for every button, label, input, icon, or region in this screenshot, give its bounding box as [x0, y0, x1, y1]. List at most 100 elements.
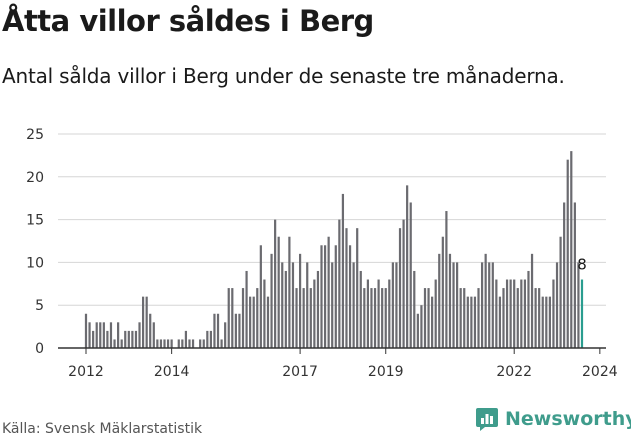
bar — [249, 296, 252, 348]
brand-logo: Newsworthy — [475, 406, 631, 432]
bar — [573, 202, 576, 348]
bar — [259, 245, 262, 348]
bar — [152, 322, 155, 348]
bar — [448, 253, 452, 348]
bar — [109, 322, 113, 348]
bar — [356, 228, 359, 348]
x-tick-label: 2017 — [282, 364, 318, 380]
bar — [534, 288, 537, 348]
bar — [341, 193, 345, 348]
bar — [488, 262, 491, 348]
bar — [480, 262, 484, 348]
bar — [288, 236, 291, 348]
x-tick-label: 2019 — [368, 364, 404, 380]
bar — [199, 339, 202, 348]
bar — [234, 313, 237, 348]
bar — [327, 236, 330, 348]
bar — [117, 322, 120, 348]
bar — [277, 236, 280, 348]
bar — [438, 253, 441, 348]
bar — [548, 296, 551, 348]
bar — [92, 330, 95, 348]
bar — [241, 288, 245, 348]
bar — [323, 245, 327, 348]
bar — [141, 296, 145, 348]
bar — [88, 322, 91, 348]
y-axis-labels: 0 5 10 15 20 25 — [26, 127, 44, 357]
bar — [124, 330, 127, 348]
bar — [106, 330, 109, 348]
bar — [498, 296, 502, 348]
bar — [166, 339, 170, 348]
bar — [274, 219, 277, 348]
bar — [388, 279, 391, 348]
bar — [216, 313, 220, 348]
bar — [452, 262, 455, 348]
bar — [545, 296, 548, 348]
chart-subtitle: Antal sålda villor i Berg under de senas… — [2, 64, 565, 88]
bar — [456, 262, 459, 348]
y-tick-label: 10 — [26, 255, 44, 271]
bar — [245, 270, 248, 348]
bar — [120, 339, 123, 348]
bar — [102, 322, 105, 348]
bar — [416, 313, 419, 348]
bar — [427, 288, 430, 348]
bar — [459, 288, 462, 348]
bar — [295, 288, 298, 348]
bar — [552, 279, 555, 348]
x-tick-label: 2022 — [496, 364, 532, 380]
bar — [391, 262, 394, 348]
bar — [231, 288, 234, 348]
bar — [466, 296, 469, 348]
bar — [570, 151, 573, 348]
bar — [502, 288, 505, 348]
bar — [291, 262, 295, 348]
bar — [370, 288, 373, 348]
bar — [538, 288, 541, 348]
bar — [334, 245, 337, 348]
bar — [345, 228, 348, 348]
bar — [159, 339, 163, 348]
bar — [84, 313, 88, 348]
bar — [145, 296, 148, 348]
newsworthy-logo-icon — [476, 408, 498, 431]
x-tick-label: 2014 — [154, 364, 190, 380]
bar — [202, 339, 205, 348]
bar — [316, 270, 320, 348]
bar — [270, 253, 273, 348]
x-tick-label: 2012 — [68, 364, 104, 380]
bar — [473, 296, 477, 348]
y-tick-label: 0 — [35, 341, 44, 357]
bar — [191, 339, 195, 348]
bar — [352, 262, 355, 348]
bar — [206, 330, 209, 348]
bar — [530, 253, 534, 348]
bar — [513, 279, 516, 348]
bar — [363, 288, 366, 348]
bar — [127, 330, 130, 348]
bar — [420, 305, 423, 348]
bar — [520, 279, 523, 348]
bar — [559, 236, 562, 348]
bar — [491, 262, 494, 348]
bar — [134, 330, 138, 348]
bar — [470, 296, 473, 348]
bar — [509, 279, 512, 348]
bar — [298, 253, 302, 348]
bar — [373, 288, 377, 348]
bar — [477, 288, 480, 348]
brand-name: Newsworthy — [505, 408, 631, 430]
bar — [281, 262, 284, 348]
chart-title: Åtta villor såldes i Berg — [2, 4, 374, 38]
bar — [213, 313, 216, 348]
bar — [495, 279, 498, 348]
data-labels: 8 — [577, 256, 587, 274]
bar — [138, 322, 141, 348]
bar — [527, 270, 530, 348]
bar — [566, 159, 569, 348]
bar — [163, 339, 166, 348]
bar — [377, 279, 380, 348]
bar — [238, 313, 241, 348]
bar — [463, 288, 466, 348]
